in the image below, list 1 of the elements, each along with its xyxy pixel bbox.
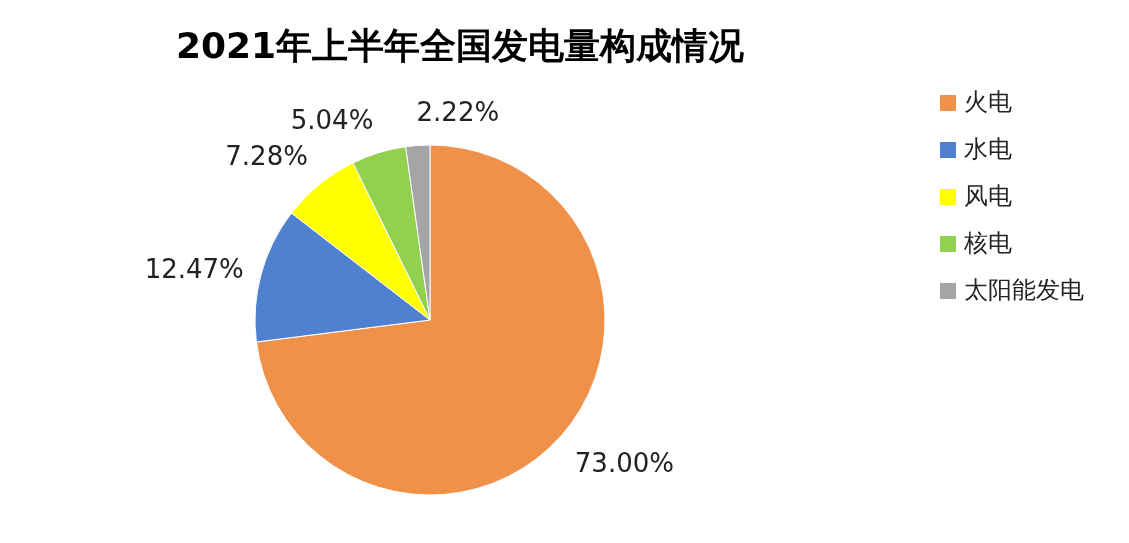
title: 2021年上半年全国发电量构成情况 (175, 25, 745, 66)
